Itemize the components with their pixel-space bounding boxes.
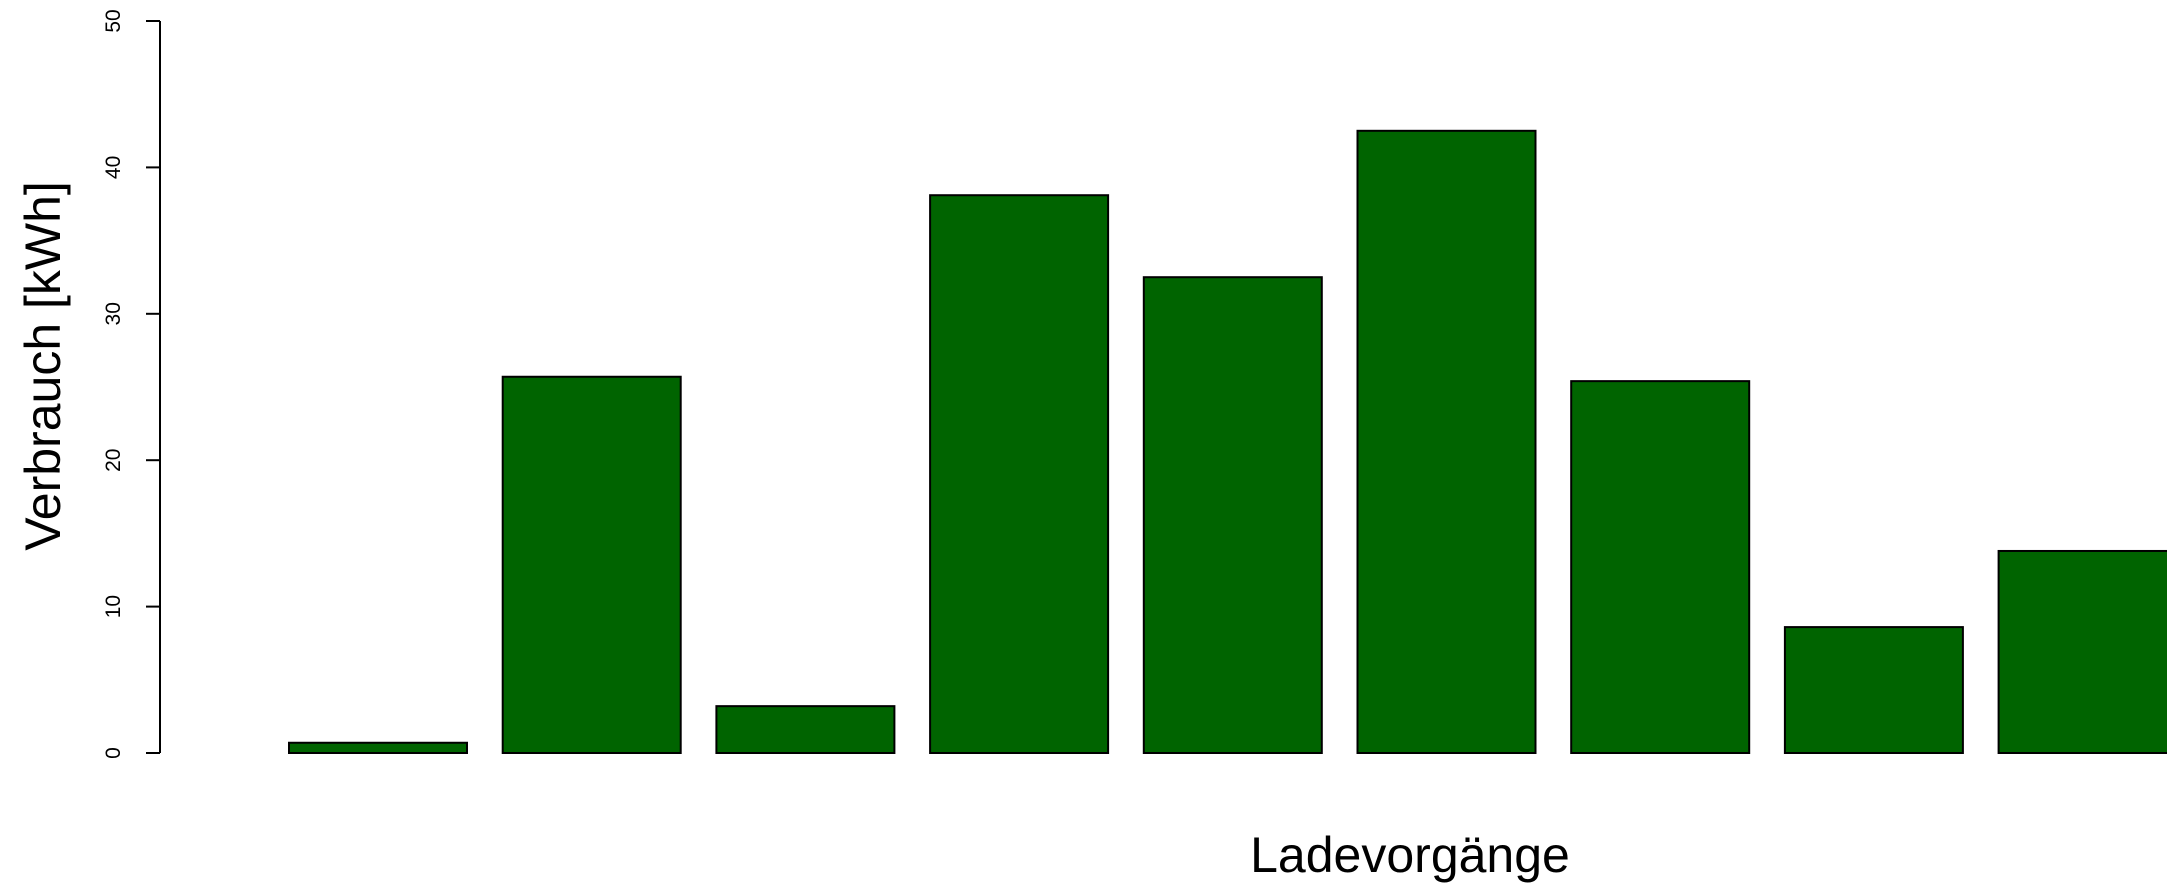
- bar: [288, 741, 468, 755]
- bar: [715, 705, 896, 754]
- bar: [1997, 549, 2167, 755]
- y-tick-label: 10: [102, 595, 125, 618]
- y-tick-label: 50: [102, 9, 125, 32]
- y-tick-label: 0: [102, 747, 125, 759]
- y-axis-label: Verbrauch [kWh]: [15, 181, 71, 551]
- bar: [1142, 276, 1323, 754]
- bar: [1356, 129, 1537, 755]
- bar: [501, 375, 682, 754]
- y-tick-label: 40: [102, 156, 125, 179]
- bar: [1570, 380, 1751, 754]
- x-axis-label: Ladevorgänge: [1250, 827, 1570, 883]
- y-tick-label: 20: [102, 449, 125, 472]
- y-tick-label: 30: [102, 302, 125, 325]
- bar: [929, 194, 1110, 754]
- bar: [1783, 626, 1964, 755]
